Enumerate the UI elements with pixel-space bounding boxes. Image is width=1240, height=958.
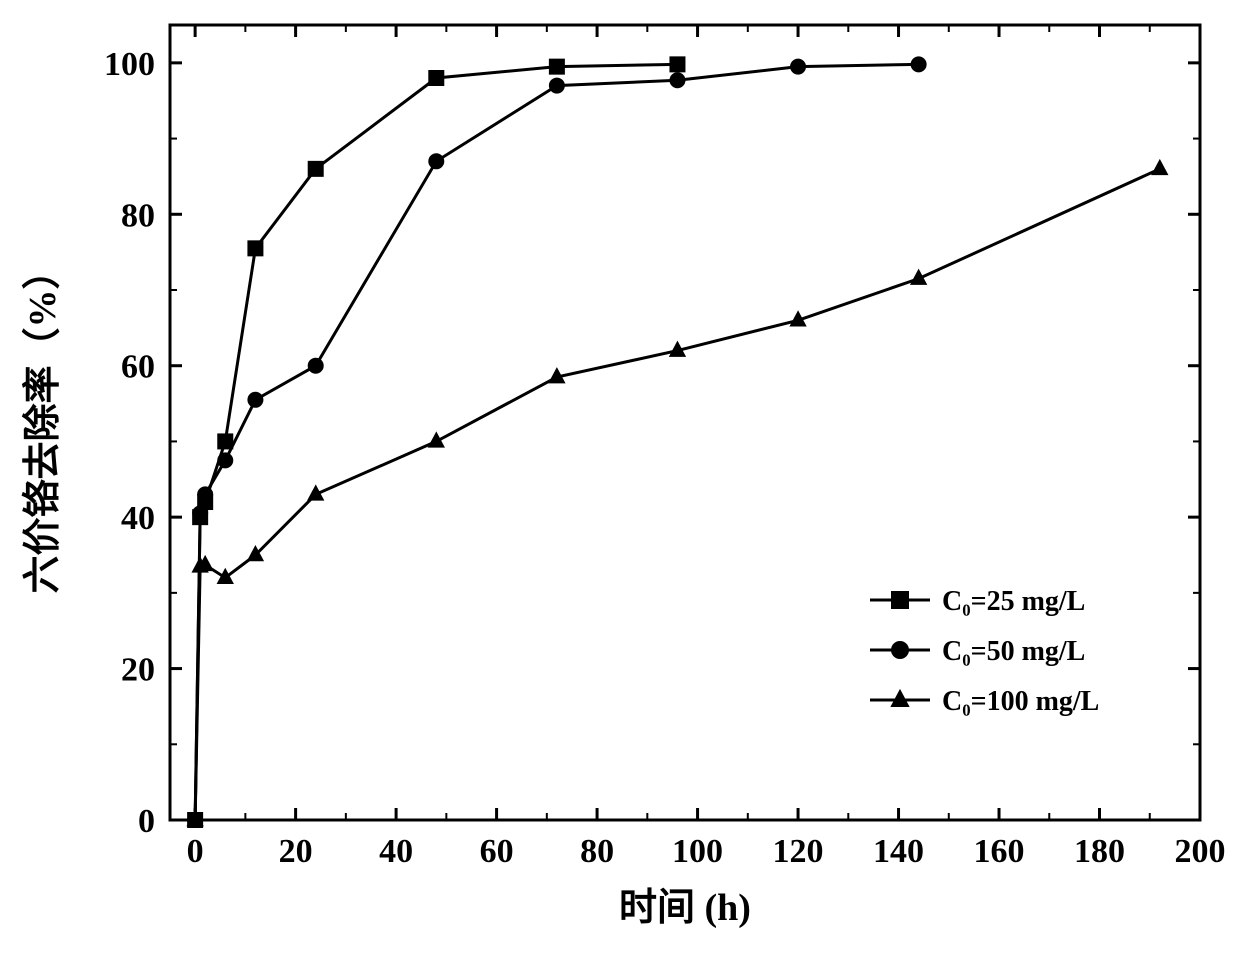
x-tick-label: 180 [1074, 833, 1125, 870]
marker-circle-icon [912, 57, 926, 71]
chart-svg: 0 20 40 60 80 100 120 140 160 180 200 0 20 40 60 80 100 时… [0, 0, 1240, 958]
y-tick-label: 80 [121, 197, 155, 234]
marker-circle-icon [429, 154, 443, 168]
marker-circle-icon [198, 487, 212, 501]
x-axis-title: 时间 (h) [619, 887, 751, 929]
x-tick-label: 200 [1175, 833, 1226, 870]
legend-label: C₀=100 mg/L [942, 686, 1099, 717]
x-tick-label: 40 [379, 833, 413, 870]
y-tick-label: 20 [121, 652, 155, 689]
legend: C₀=25 mg/L C₀=50 mg/L C₀=100 mg/L [870, 586, 1099, 717]
marker-circle-icon [248, 393, 262, 407]
marker-triangle-icon [218, 570, 232, 583]
y-tick-label: 40 [121, 500, 155, 537]
marker-square-icon [248, 241, 262, 255]
series-C0_100 [188, 161, 1167, 825]
chart-container: 0 20 40 60 80 100 120 140 160 180 200 0 20 40 60 80 100 时… [0, 0, 1240, 958]
x-tick-label: 160 [974, 833, 1025, 870]
marker-square-icon [670, 57, 684, 71]
marker-circle-icon [218, 453, 232, 467]
marker-square-icon [550, 60, 564, 74]
marker-triangle-icon [1153, 161, 1167, 174]
series-C0_50 [188, 57, 926, 827]
y-tick-label: 0 [138, 803, 155, 840]
x-tick-label: 20 [279, 833, 313, 870]
marker-circle-icon [892, 642, 908, 658]
y-tick-label: 100 [104, 46, 155, 83]
x-tick-label: 100 [672, 833, 723, 870]
y-tick-label: 60 [121, 349, 155, 386]
marker-square-icon [892, 592, 908, 608]
marker-square-icon [218, 434, 232, 448]
marker-square-icon [429, 71, 443, 85]
x-tick-label: 60 [480, 833, 514, 870]
legend-label: C₀=50 mg/L [942, 636, 1085, 667]
marker-circle-icon [791, 60, 805, 74]
x-tick-label: 140 [873, 833, 924, 870]
series-line [195, 169, 1160, 820]
marker-circle-icon [670, 73, 684, 87]
marker-square-icon [309, 162, 323, 176]
marker-circle-icon [309, 359, 323, 373]
x-tick-label: 0 [187, 833, 204, 870]
marker-circle-icon [550, 79, 564, 93]
x-tick-label: 120 [773, 833, 824, 870]
marker-circle-icon [193, 506, 207, 520]
y-axis-title: 六价铬去除率（%） [21, 251, 64, 593]
x-tick-label: 80 [580, 833, 614, 870]
legend-label: C₀=25 mg/L [942, 586, 1085, 617]
series-line [195, 64, 919, 820]
